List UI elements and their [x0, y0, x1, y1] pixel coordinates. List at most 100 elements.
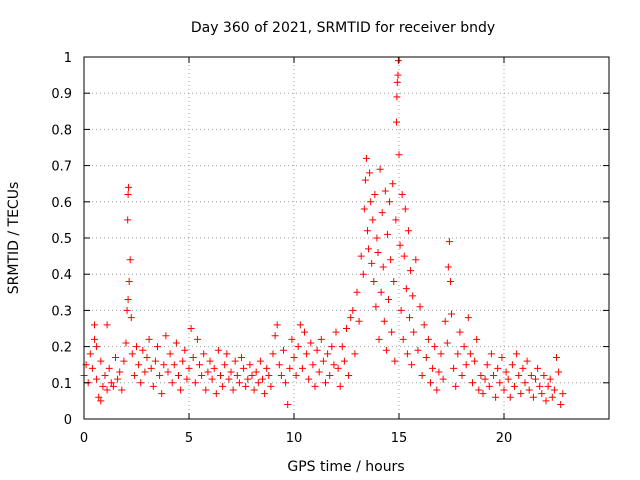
data-point	[179, 357, 187, 365]
data-point	[125, 277, 133, 285]
data-point	[91, 321, 98, 329]
data-point	[386, 198, 394, 206]
data-point	[355, 317, 363, 325]
data-point	[183, 375, 191, 383]
data-point	[164, 368, 172, 376]
data-point	[519, 364, 527, 372]
data-point	[390, 277, 398, 285]
data-point	[404, 227, 412, 235]
data-point	[315, 368, 323, 376]
data-point	[369, 216, 377, 224]
data-point	[143, 353, 151, 361]
data-point	[494, 364, 502, 372]
data-point	[536, 382, 544, 390]
data-point	[286, 364, 294, 372]
data-point	[307, 339, 315, 347]
data-point	[469, 379, 476, 387]
data-point	[322, 379, 329, 387]
data-point	[223, 350, 231, 358]
data-point	[99, 382, 107, 390]
data-point	[345, 372, 353, 380]
data-point	[347, 314, 355, 322]
y-tick-label: 0.8	[51, 123, 72, 138]
data-point	[334, 364, 342, 372]
data-point	[208, 375, 216, 383]
data-point	[282, 379, 290, 387]
data-point	[290, 353, 298, 361]
data-point	[550, 386, 558, 394]
data-point	[166, 350, 174, 358]
x-tick-label: 15	[391, 431, 408, 446]
data-point	[217, 372, 224, 380]
data-point	[460, 343, 468, 351]
data-point	[261, 390, 269, 398]
data-point	[189, 353, 197, 361]
data-point	[101, 372, 109, 380]
x-tick-label: 10	[286, 431, 303, 446]
data-point	[162, 332, 170, 340]
data-point	[204, 368, 212, 376]
data-point	[275, 361, 283, 369]
data-point	[95, 393, 103, 401]
data-point	[154, 343, 161, 351]
data-point	[490, 372, 497, 380]
data-point	[377, 288, 385, 296]
data-point	[506, 393, 514, 401]
data-point	[128, 350, 136, 358]
data-point	[532, 375, 539, 383]
data-point	[396, 241, 404, 249]
data-point	[483, 361, 491, 369]
data-point	[555, 368, 563, 376]
data-point	[508, 361, 516, 369]
data-point	[446, 277, 454, 285]
data-point	[433, 386, 441, 394]
data-point	[198, 372, 206, 380]
data-point	[118, 386, 126, 394]
data-point	[444, 263, 452, 271]
data-point	[375, 335, 383, 343]
data-point	[124, 191, 132, 199]
data-point	[317, 335, 325, 343]
data-point	[326, 372, 334, 380]
data-point	[86, 350, 94, 358]
data-point	[319, 357, 327, 365]
data-point	[267, 382, 275, 390]
data-point	[462, 361, 470, 369]
data-point	[305, 375, 313, 383]
data-point	[418, 372, 426, 380]
data-point	[303, 350, 311, 358]
data-point	[359, 270, 367, 278]
data-point	[546, 375, 554, 383]
data-point	[252, 368, 260, 376]
data-point	[424, 335, 432, 343]
data-point	[487, 350, 495, 358]
data-point	[368, 259, 376, 267]
data-point	[139, 346, 147, 354]
data-point	[498, 353, 506, 361]
data-point	[392, 118, 400, 126]
data-point	[105, 364, 113, 372]
data-point	[187, 325, 195, 332]
data-point	[271, 332, 279, 340]
data-point	[145, 335, 153, 343]
data-point	[168, 379, 176, 387]
data-point	[553, 353, 560, 361]
data-point	[464, 314, 472, 322]
data-point	[191, 379, 199, 387]
data-point	[160, 361, 168, 369]
data-point	[538, 390, 546, 398]
data-point	[364, 227, 371, 235]
data-point	[471, 357, 479, 365]
data-point	[502, 368, 510, 376]
data-point	[170, 361, 178, 369]
data-point	[513, 350, 521, 358]
data-point	[458, 372, 466, 380]
data-point	[93, 375, 101, 383]
data-point	[427, 379, 434, 387]
data-point	[93, 343, 101, 351]
data-point	[97, 357, 105, 365]
data-point	[414, 346, 422, 354]
data-point	[254, 379, 262, 387]
data-point	[525, 386, 533, 394]
data-point	[185, 364, 193, 372]
